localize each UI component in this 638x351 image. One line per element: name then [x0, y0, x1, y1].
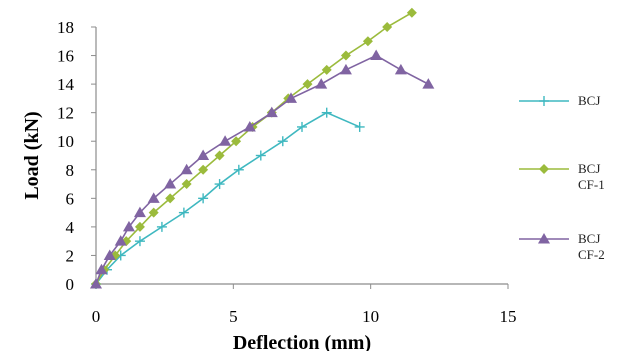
data-point — [340, 50, 351, 61]
series-line — [95, 111, 360, 285]
data-point — [354, 121, 365, 132]
data-point — [265, 106, 278, 118]
legend-item: BCJ CF-1 — [519, 161, 605, 192]
x-tick-label: 5 — [229, 307, 238, 326]
series-line — [95, 12, 413, 285]
data-point — [382, 22, 393, 32]
data-point — [198, 164, 209, 175]
data-point — [114, 235, 127, 246]
legend-item: BCJ CF-2 — [519, 231, 605, 262]
data-point — [90, 278, 102, 289]
data-point — [156, 221, 167, 232]
data-point — [285, 92, 298, 103]
data-point — [165, 193, 176, 204]
data-point — [181, 179, 192, 190]
legend-item: BCJ — [519, 93, 600, 108]
data-point — [277, 136, 288, 147]
data-point — [422, 78, 435, 89]
series-line — [95, 54, 429, 285]
y-tick-label: 14 — [57, 75, 75, 94]
data-point — [302, 79, 313, 90]
legend-label: BCJ — [578, 93, 600, 108]
data-point — [394, 63, 407, 75]
data-point — [95, 263, 108, 275]
data-point — [178, 207, 189, 218]
tick-labels: 0 2 4 6 8 10 12 14 16 18 0 5 10 15 — [57, 18, 517, 326]
y-tick-label: 4 — [66, 218, 75, 237]
legend-label: BCJ CF-1 — [578, 161, 605, 192]
data-point — [198, 193, 209, 204]
data-point — [233, 164, 244, 175]
legend-swatch-marker — [539, 164, 549, 174]
legend-label: BCJ CF-2 — [578, 231, 605, 262]
data-point — [122, 220, 135, 232]
data-point — [214, 150, 225, 161]
y-tick-label: 12 — [57, 104, 74, 123]
data-point — [103, 249, 116, 260]
y-tick-label: 16 — [57, 47, 74, 66]
data-point — [406, 7, 417, 18]
y-axis-title: Load (kN) — [21, 111, 43, 199]
series — [91, 107, 365, 289]
y-tick-label: 18 — [57, 18, 74, 37]
x-tick-label: 0 — [92, 307, 101, 326]
data-point — [134, 236, 145, 247]
data-point — [134, 221, 145, 232]
data-point — [147, 192, 160, 203]
data-point — [214, 179, 225, 190]
data-point — [297, 121, 307, 132]
y-tick-label: 6 — [66, 189, 75, 208]
legend-swatch-marker — [538, 233, 550, 244]
data-point — [148, 207, 159, 218]
data-point — [315, 78, 328, 89]
data-point — [164, 178, 177, 189]
axes — [91, 26, 509, 289]
y-tick-label: 10 — [57, 132, 74, 151]
data-point — [321, 64, 332, 75]
legend: BCJ BCJ CF-1 BCJ CF-2 — [519, 93, 605, 262]
series — [90, 49, 435, 289]
y-tick-label: 2 — [66, 246, 75, 265]
series-layer — [90, 7, 435, 289]
series — [91, 7, 417, 289]
x-tick-label: 15 — [500, 307, 517, 326]
y-tick-label: 0 — [66, 275, 75, 294]
data-point — [231, 136, 242, 147]
data-point — [362, 36, 373, 47]
data-point — [370, 49, 383, 61]
legend-swatch-marker — [539, 96, 549, 106]
data-point — [243, 120, 256, 132]
x-tick-label: 10 — [362, 307, 379, 326]
data-point — [339, 63, 352, 75]
data-point — [219, 135, 232, 146]
data-point — [321, 107, 332, 118]
data-point — [133, 206, 146, 218]
data-point — [110, 250, 121, 261]
data-point — [180, 163, 193, 175]
data-point — [197, 149, 210, 160]
data-point — [255, 150, 266, 161]
x-axis-title: Deflection (mm) — [233, 332, 371, 351]
y-tick-label: 8 — [66, 161, 75, 180]
